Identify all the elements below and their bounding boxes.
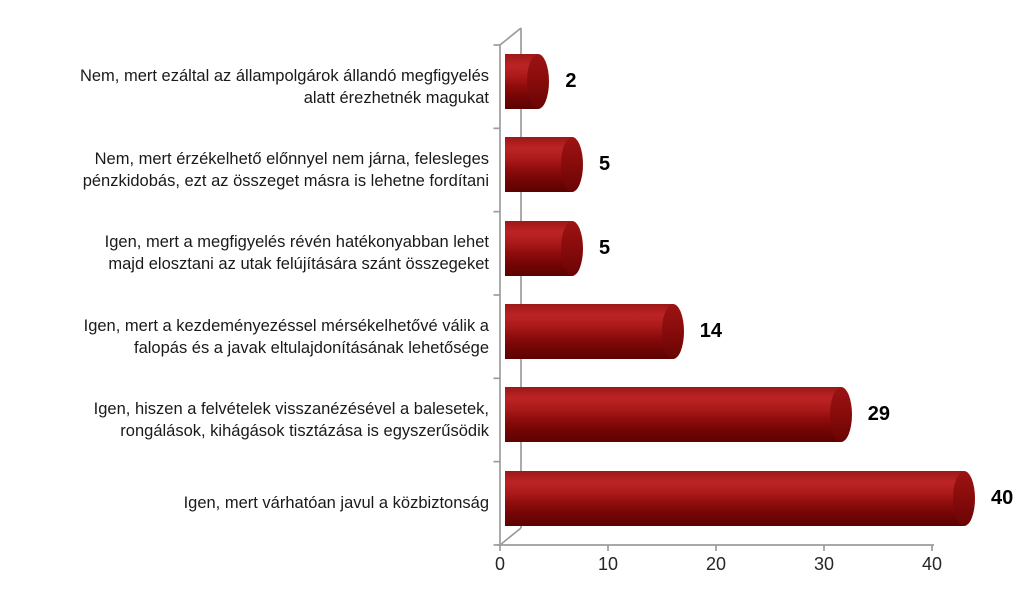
value-label: 29 — [867, 403, 891, 426]
bar-cap — [953, 470, 975, 526]
category-label: Nem, mert érzékelhető előnnyel nem járna… — [82, 149, 489, 190]
category-label: Nem, mert ezáltal az állampolgárok állan… — [79, 66, 489, 107]
x-tick-label: 40 — [921, 554, 943, 574]
bar — [505, 387, 852, 443]
category-label: Igen, mert a kezdeményezéssel mérsékelhe… — [83, 316, 489, 357]
bar-cap — [561, 137, 583, 193]
bar — [505, 220, 583, 276]
value-label: 2 — [565, 70, 577, 92]
bottom-depth-line — [499, 527, 522, 546]
x-tick-label: 10 — [597, 554, 619, 574]
bar-cap — [661, 303, 684, 359]
category-label: Igen, mert a megfigyelés révén hatékonya… — [104, 233, 489, 274]
value-label: 40 — [991, 486, 1014, 509]
axis-ticks — [493, 44, 933, 551]
x-tick-label: 0 — [494, 554, 505, 574]
bar — [505, 137, 583, 193]
x-tick-label: 30 — [813, 554, 835, 574]
bar — [505, 470, 975, 526]
bar-cap — [829, 387, 852, 443]
category-label: Igen, mert várhatóan javul a közbiztonsá… — [183, 494, 489, 513]
bar — [505, 54, 550, 109]
bar-cap — [561, 220, 583, 276]
x-tick-label: 20 — [705, 554, 727, 574]
category-label: Igen, hiszen a felvételek visszanézéséve… — [93, 399, 489, 440]
value-label: 14 — [699, 319, 723, 342]
bar-cap — [527, 54, 550, 109]
value-label: 5 — [599, 153, 611, 176]
bar — [505, 303, 684, 359]
top-depth-line — [499, 27, 522, 46]
value-label: 5 — [599, 236, 611, 259]
